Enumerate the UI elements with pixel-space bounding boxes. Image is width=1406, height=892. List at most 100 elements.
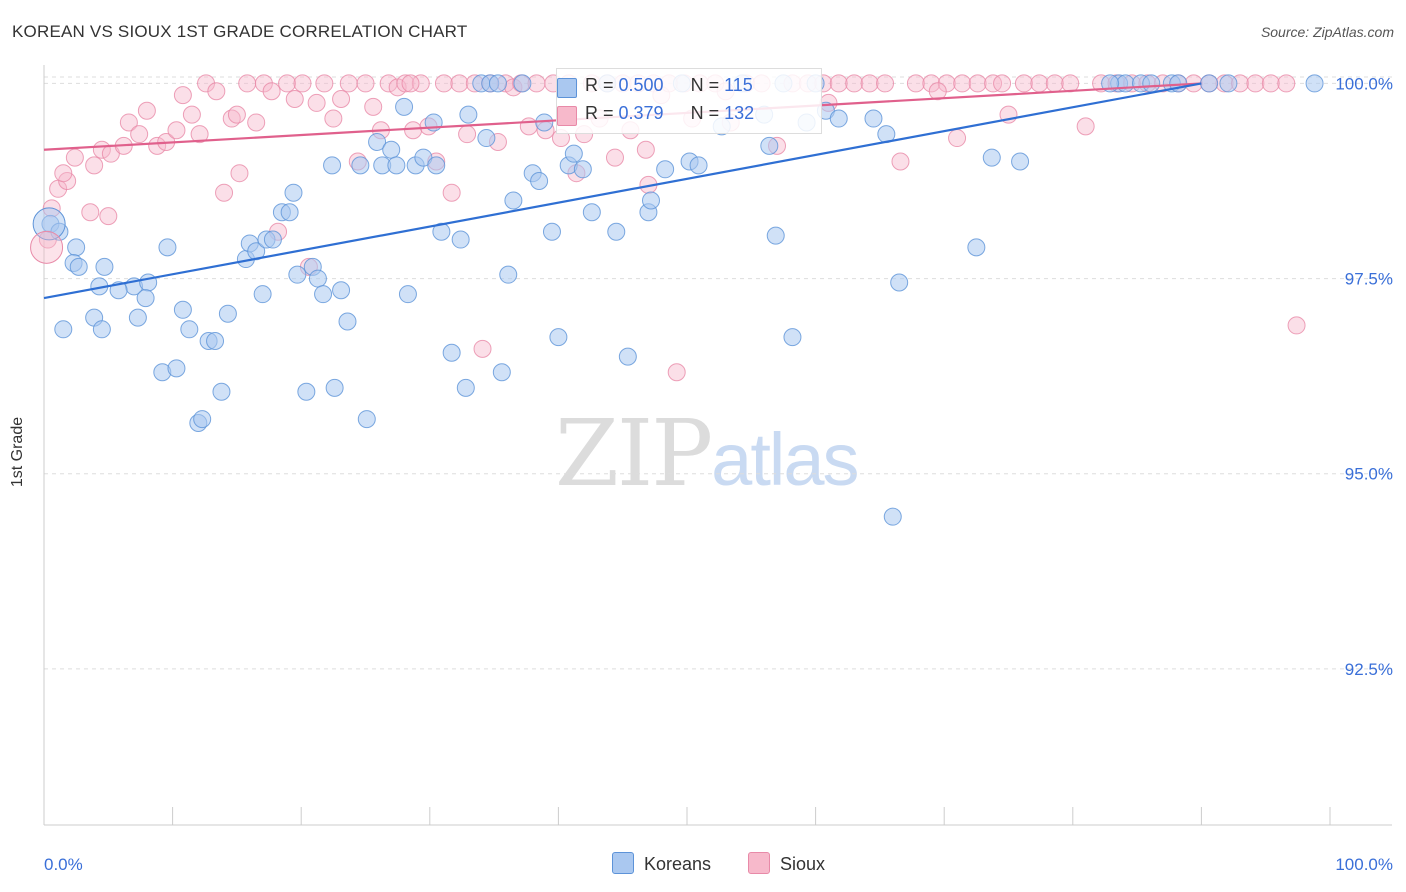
- sioux-point: [519, 117, 538, 136]
- sioux-point: [1246, 74, 1265, 93]
- sioux-point: [190, 125, 209, 144]
- sioux-point: [207, 82, 226, 101]
- y-tick-label: 100.0%: [1335, 74, 1393, 93]
- korean-point: [582, 203, 601, 222]
- korean-point: [459, 105, 478, 124]
- sioux-point: [953, 74, 972, 93]
- sioux-point: [324, 109, 343, 128]
- korean-point: [398, 285, 417, 304]
- sioux-point: [860, 74, 879, 93]
- r-label: R =: [585, 75, 619, 95]
- sioux-point: [948, 129, 967, 148]
- korean-point: [982, 148, 1001, 167]
- sioux-point: [285, 90, 304, 109]
- korean-point: [607, 222, 626, 241]
- sioux-point: [906, 74, 925, 93]
- koreans-legend-swatch: [612, 852, 634, 874]
- sioux-point: [928, 82, 947, 101]
- korean-point: [864, 109, 883, 128]
- watermark-zip: ZIP: [555, 400, 713, 507]
- korean-point: [499, 265, 518, 284]
- sioux-point: [182, 105, 201, 124]
- korean-point: [1116, 74, 1135, 93]
- y-tick-label: 95.0%: [1345, 465, 1393, 484]
- sioux-point: [605, 148, 624, 167]
- sioux-point: [636, 140, 655, 159]
- sioux-point: [876, 74, 895, 93]
- korean-point: [323, 156, 342, 175]
- sioux-point: [404, 121, 423, 140]
- sioux-point: [215, 183, 234, 202]
- sioux-legend-label: Sioux: [780, 854, 826, 874]
- korean-point: [573, 160, 592, 179]
- sioux-point: [339, 74, 358, 93]
- korean-point: [280, 203, 299, 222]
- sioux-point: [450, 74, 469, 93]
- koreans-swatch: [557, 78, 577, 98]
- korean-point: [314, 285, 333, 304]
- sioux-point: [119, 113, 138, 132]
- sioux-point: [937, 74, 956, 93]
- korean-point: [890, 273, 909, 292]
- korean-point: [432, 222, 451, 241]
- sioux-point: [173, 86, 192, 105]
- korean-point: [206, 332, 225, 351]
- sioux-point: [364, 97, 383, 116]
- sioux-point: [356, 74, 375, 93]
- korean-point: [253, 285, 272, 304]
- korean-point: [760, 136, 779, 155]
- sioux-point: [307, 93, 326, 112]
- korean-point: [442, 343, 461, 362]
- legend-item-koreans[interactable]: Koreans: [612, 852, 711, 875]
- n-label: N =: [690, 103, 725, 123]
- korean-point: [766, 226, 785, 245]
- sioux-point: [845, 74, 864, 93]
- sioux-point: [262, 82, 281, 101]
- korean-point: [564, 144, 583, 163]
- sioux-point: [247, 113, 266, 132]
- sioux-point: [829, 74, 848, 93]
- watermark: ZIPatlas: [555, 400, 859, 507]
- sioux-legend-swatch: [748, 852, 770, 874]
- sioux-point: [968, 74, 987, 93]
- sioux-point-large: [30, 230, 64, 264]
- sioux-point: [85, 156, 104, 175]
- korean-point: [95, 257, 114, 276]
- korean-point: [477, 129, 496, 148]
- korean-point: [549, 328, 568, 347]
- sioux-point: [396, 74, 415, 93]
- sioux-point: [137, 101, 156, 120]
- sioux-point: [65, 148, 84, 167]
- korean-point: [967, 238, 986, 257]
- korean-point: [513, 74, 532, 93]
- korean-point: [218, 304, 237, 323]
- sioux-point: [332, 90, 351, 109]
- korean-point: [297, 382, 316, 401]
- korean-point: [492, 363, 511, 382]
- korean-point: [212, 382, 231, 401]
- x-tick-label: 100.0%: [1335, 855, 1393, 874]
- correlation-legend: R = 0.500 N = 115 R = 0.379 N = 132: [556, 68, 822, 134]
- korean-point: [689, 156, 708, 175]
- sioux-point: [473, 339, 492, 358]
- korean-point: [1200, 74, 1219, 93]
- korean-point: [618, 347, 637, 366]
- sioux-point: [238, 74, 257, 93]
- n-value-koreans: 115: [724, 75, 753, 95]
- korean-point: [284, 183, 303, 202]
- sioux-point: [227, 105, 246, 124]
- korean-point: [173, 300, 192, 319]
- sioux-swatch: [557, 106, 577, 126]
- korean-point: [368, 132, 387, 151]
- korean-point: [325, 378, 344, 397]
- sioux-point: [278, 74, 297, 93]
- korean-point: [158, 238, 177, 257]
- korean-point: [332, 281, 351, 300]
- korean-point: [883, 507, 902, 526]
- sioux-point: [1261, 74, 1280, 93]
- legend-item-sioux[interactable]: Sioux: [748, 852, 825, 875]
- sioux-point: [293, 74, 312, 93]
- sioux-point: [458, 125, 477, 144]
- korean-point: [167, 359, 186, 378]
- korean-point: [351, 156, 370, 175]
